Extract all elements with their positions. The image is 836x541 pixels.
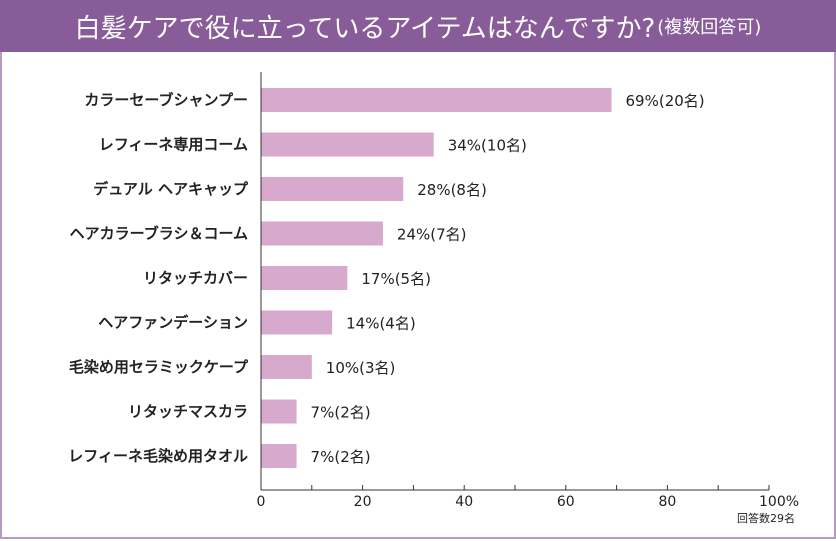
data-label: 28%(8名) xyxy=(417,181,487,199)
chart-subtitle: (複数回答可) xyxy=(657,17,762,38)
x-tick-label: 80 xyxy=(658,494,676,510)
category-label: リタッチマスカラ xyxy=(128,403,248,421)
category-label: カラーセーブシャンプー xyxy=(84,91,248,109)
data-label: 69%(20名) xyxy=(626,92,705,110)
respondent-count-note: 回答数29名 xyxy=(737,512,795,525)
x-tick-label: 100% xyxy=(759,494,799,510)
data-label: 7%(2名) xyxy=(311,448,371,466)
x-tick-label: 60 xyxy=(557,494,575,510)
chart-title: 白髪ケアで役に立っているアイテムはなんですか? xyxy=(74,13,656,44)
bar xyxy=(261,399,297,424)
x-tick-label: 20 xyxy=(354,494,372,510)
data-label: 14%(4名) xyxy=(346,315,416,333)
category-label: ヘアファンデーション xyxy=(98,314,248,332)
bar xyxy=(261,88,612,112)
bar xyxy=(261,177,404,201)
category-label: リタッチカバー xyxy=(143,269,248,287)
bar xyxy=(261,132,434,157)
data-label: 34%(10名) xyxy=(448,137,527,155)
data-label: 7%(2名) xyxy=(311,404,371,422)
bar xyxy=(261,221,383,246)
category-label: レフィーネ毛染め用タオル xyxy=(68,447,248,465)
x-tick-label: 40 xyxy=(455,494,473,510)
category-label: 毛染め用セラミックケープ xyxy=(69,358,249,376)
category-label: レフィーネ専用コーム xyxy=(99,136,248,154)
bar xyxy=(261,355,312,379)
x-tick-label: 0 xyxy=(257,494,266,510)
bar xyxy=(261,310,333,335)
category-label: ヘアカラーブラシ＆コーム xyxy=(70,225,248,243)
bar xyxy=(261,266,348,290)
category-label: デュアル ヘアキャップ xyxy=(93,180,249,198)
data-label: 24%(7名) xyxy=(397,226,467,244)
bar xyxy=(261,444,297,468)
chart-header: 白髪ケアで役に立っているアイテムはなんですか? (複数回答可) xyxy=(0,0,836,52)
data-label: 10%(3名) xyxy=(326,359,396,377)
data-label: 17%(5名) xyxy=(361,270,431,288)
